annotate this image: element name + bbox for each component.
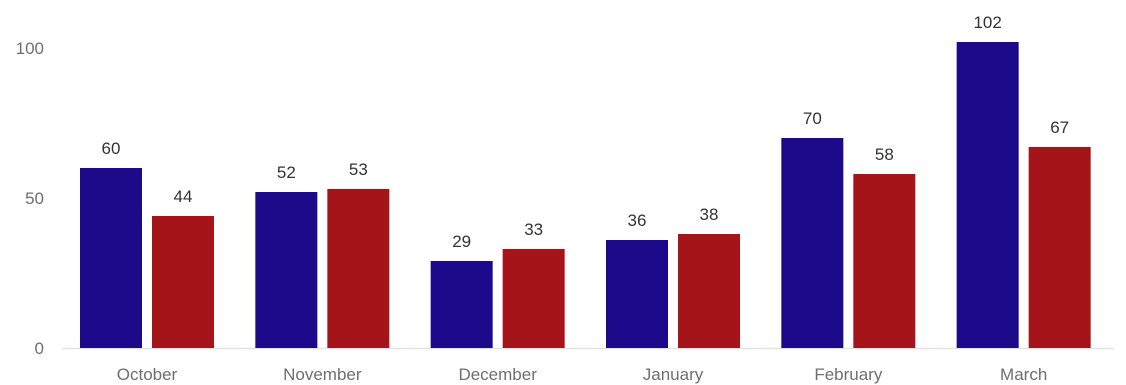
bar-series2-october (152, 216, 214, 348)
bar-series1-march (956, 42, 1019, 348)
data-label: 29 (452, 232, 471, 251)
data-label: 60 (102, 139, 121, 158)
data-label: 102 (973, 13, 1001, 32)
data-label: 58 (875, 145, 894, 164)
y-axis: 0 50 100 (16, 39, 44, 358)
x-tick-label: January (643, 365, 704, 384)
data-label: 67 (1050, 118, 1069, 137)
x-tick-label: October (117, 365, 178, 384)
data-label: 70 (803, 109, 822, 128)
data-label: 44 (174, 187, 193, 206)
bar-series1-february (781, 138, 844, 348)
data-label: 38 (700, 205, 719, 224)
data-label: 36 (628, 211, 647, 230)
x-axis: October November December January February Ma… (117, 365, 1048, 384)
bar-series2-february (853, 174, 916, 348)
bar-series2-march (1028, 147, 1091, 348)
bar-series1-november (255, 192, 318, 348)
y-tick-label: 100 (16, 39, 44, 58)
data-label: 52 (277, 163, 296, 182)
y-tick-label: 50 (25, 189, 44, 208)
bar-series2-november (327, 189, 390, 348)
x-tick-label: December (458, 365, 537, 384)
data-labels-group: 60 44 52 53 29 33 36 38 70 58 102 67 (102, 13, 1070, 251)
bar-series1-january (606, 240, 668, 348)
y-tick-label: 0 (35, 339, 44, 358)
x-tick-label: November (283, 365, 362, 384)
bar-series1-october (80, 168, 142, 348)
data-label: 33 (524, 220, 543, 239)
x-tick-label: March (1000, 365, 1047, 384)
x-tick-label: February (814, 365, 883, 384)
bars-group (80, 42, 1091, 348)
bar-series2-january (678, 234, 740, 348)
bar-series2-december (502, 249, 565, 348)
bar-series1-december (430, 261, 493, 348)
data-label: 53 (349, 160, 368, 179)
